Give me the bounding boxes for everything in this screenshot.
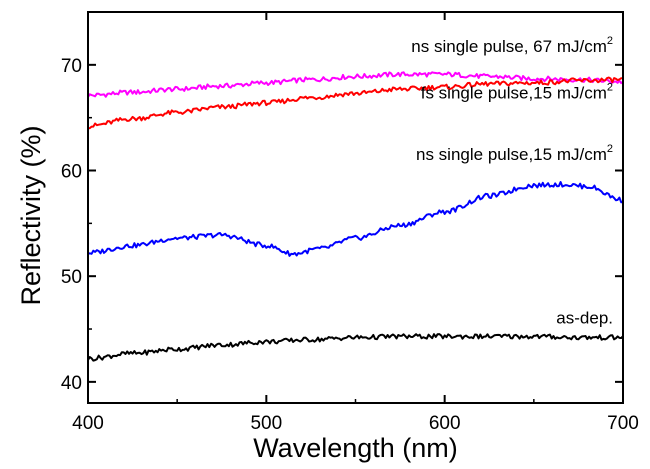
tick-layer: 400 500 600 700 40 50 60 70 [61,12,639,434]
series-label: ns single pulse, 67 mJ/cm2 [411,35,613,56]
y-tick-label: 70 [61,56,82,77]
x-tick-label: 400 [72,413,104,434]
series-line [87,71,624,98]
y-tick-label: 40 [61,373,82,394]
x-tick-label: 600 [429,413,461,434]
series-line [87,76,624,130]
series-line [87,181,624,257]
series-label-layer: ns single pulse, 67 mJ/cm2 fs single puls… [411,35,613,328]
y-tick-label: 50 [61,267,82,288]
y-axis-title: Reflectivity (%) [16,125,46,305]
series-line [87,333,624,362]
x-tick-label: 500 [250,413,282,434]
series-label: ns single pulse,15 mJ/cm2 [416,143,613,164]
series-label: fs single pulse,15 mJ/cm2 [421,82,613,103]
series-label: as-dep. [556,309,613,328]
series-layer [87,71,624,362]
y-tick-label: 60 [61,162,82,183]
x-axis-title: Wavelength (nm) [253,433,458,463]
plot-frame [87,11,624,404]
x-tick-label: 700 [607,413,639,434]
